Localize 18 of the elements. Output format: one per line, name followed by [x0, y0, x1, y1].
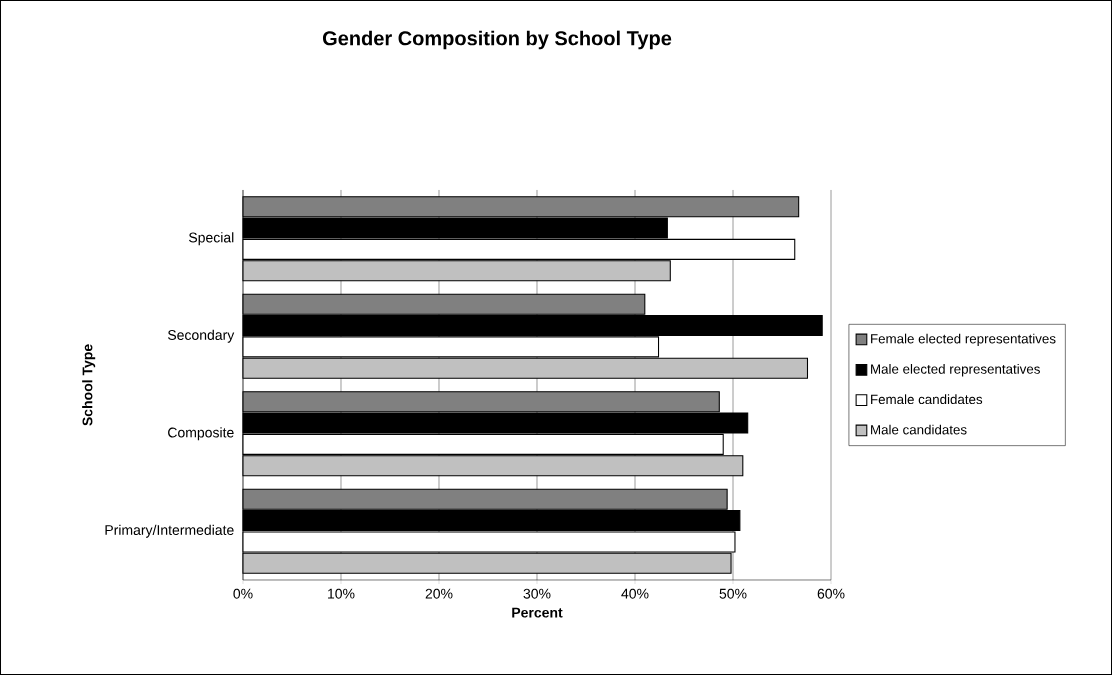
y-tick-label: Composite — [168, 427, 234, 441]
x-tick-label: 40% — [621, 588, 649, 599]
x-axis-title: Percent — [512, 607, 563, 618]
legend-label: Female candidates — [871, 394, 983, 405]
legend-label: Male candidates — [871, 424, 967, 435]
y-tick-label: Secondary — [167, 329, 235, 343]
y-axis-title: School Type — [82, 344, 96, 426]
chart-title: Gender Composition by School Type — [322, 30, 672, 50]
y-tick-label: Primary/Intermediate — [105, 524, 234, 538]
x-tick-label: 30% — [523, 588, 551, 599]
x-tick-label: 50% — [719, 588, 747, 599]
x-tick-label: 10% — [328, 588, 355, 599]
y-tick-label: Special — [188, 232, 234, 246]
legend-label: Female elected representatives — [871, 333, 1056, 347]
x-tick-label: 20% — [425, 588, 453, 599]
legend-label: Male elected representatives — [871, 364, 1040, 377]
x-tick-label: 60% — [817, 588, 845, 599]
x-tick-label: 0% — [233, 588, 253, 599]
